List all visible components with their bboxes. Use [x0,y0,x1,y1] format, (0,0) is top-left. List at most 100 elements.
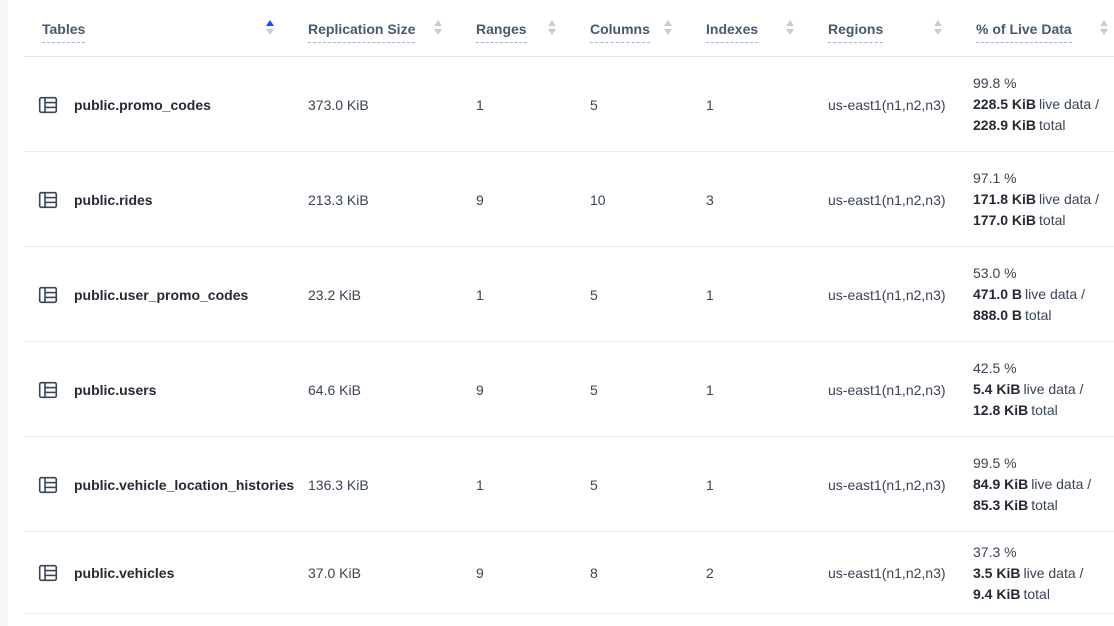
columns-cell: 10 [590,191,606,208]
indexes-cell: 2 [706,565,714,581]
replication-size-cell: 213.3 KiB [308,191,369,208]
sort-icon-regions[interactable] [934,20,942,37]
sort-icon-ranges[interactable] [548,20,556,37]
table-row: public.vehicle_location_histories 136.3 … [8,437,1114,532]
indexes-cell: 1 [706,476,714,493]
columns-cell: 5 [590,381,598,398]
column-header-ranges[interactable]: Ranges [448,0,562,57]
total-data-size: 12.8 KiB total [973,402,1058,418]
table-name-cell: public.vehicle_location_histories [8,475,294,495]
column-header-regions[interactable]: Regions [800,0,948,57]
column-header-tables[interactable]: Tables [8,0,280,57]
column-header-ranges-label[interactable]: Ranges [476,21,527,43]
indexes-cell: 1 [706,286,714,303]
columns-cell: 5 [590,286,598,303]
regions-cell: us-east1(n1,n2,n3) [828,565,946,581]
sort-asc-icon [548,20,556,26]
sort-asc-icon [266,20,274,26]
live-data-size: 3.5 KiB live data / [973,564,1084,581]
live-data-percent: 99.8 % [973,75,1017,91]
table-row: public.vehicles 37.0 KiB 9 8 2 us-east1(… [8,532,1114,614]
ranges-cell: 9 [476,565,484,581]
live-data-size: 228.5 KiB live data / [973,96,1099,112]
live-data-cell: 37.3 % 3.5 KiB live data / 9.4 KiB total [948,542,1114,605]
live-data-size: 171.8 KiB live data / [973,191,1099,207]
column-header-indexes[interactable]: Indexes [678,0,800,57]
column-header-indexes-label[interactable]: Indexes [706,21,759,43]
sort-icon-live-data[interactable] [1100,20,1108,37]
live-data-cell: 42.5 % 5.4 KiB live data / 12.8 KiB total [948,358,1114,421]
column-header-live-data-label[interactable]: % of Live Data [976,21,1072,43]
tables-list-card: Tables Replication Size Ranges Columns [8,0,1114,626]
sort-asc-icon [1100,20,1108,26]
table-name-link[interactable]: public.user_promo_codes [74,286,249,303]
sort-icon-indexes[interactable] [786,20,794,37]
replication-size-cell: 37.0 KiB [308,565,361,581]
regions-cell: us-east1(n1,n2,n3) [828,381,946,398]
column-header-tables-label[interactable]: Tables [42,21,86,43]
regions-cell: us-east1(n1,n2,n3) [828,286,946,303]
sort-icon-tables[interactable] [266,20,274,37]
ranges-cell: 9 [476,191,484,208]
sort-desc-icon [934,29,942,35]
table-name-cell: public.vehicles [8,563,280,583]
sort-asc-icon [664,20,672,26]
column-header-live-data[interactable]: % of Live Data [948,0,1114,57]
columns-cell: 8 [590,565,598,581]
table-row: public.users 64.6 KiB 9 5 1 us-east1(n1,… [8,342,1114,437]
live-data-cell: 99.5 % 84.9 KiB live data / 85.3 KiB total [948,453,1114,516]
sort-asc-icon [786,20,794,26]
table-name-link[interactable]: public.vehicles [74,565,175,581]
sort-asc-icon [934,20,942,26]
table-name-link[interactable]: public.rides [74,191,153,208]
columns-cell: 5 [590,96,598,113]
live-data-cell: 99.8 % 228.5 KiB live data / 228.9 KiB tot… [948,73,1114,136]
column-header-replication-size-label[interactable]: Replication Size [308,21,416,43]
column-header-regions-label[interactable]: Regions [828,21,884,43]
ranges-cell: 1 [476,476,484,493]
sort-desc-icon [266,29,274,35]
table-name-cell: public.rides [8,190,280,210]
regions-cell: us-east1(n1,n2,n3) [828,96,946,113]
table-name-link[interactable]: public.vehicle_location_histories [74,476,295,493]
columns-cell: 5 [590,476,598,493]
sort-desc-icon [786,29,794,35]
table-name-link[interactable]: public.promo_codes [74,96,211,113]
indexes-cell: 1 [706,381,714,398]
replication-size-cell: 64.6 KiB [308,381,361,398]
live-data-size: 84.9 KiB live data / [973,476,1092,492]
replication-size-cell: 373.0 KiB [308,96,369,113]
live-data-percent: 42.5 % [973,360,1017,376]
table-name-cell: public.users [8,380,280,400]
column-header-replication-size[interactable]: Replication Size [280,0,448,57]
indexes-cell: 1 [706,96,714,113]
table-row: public.user_promo_codes 23.2 KiB 1 5 1 u… [8,247,1114,342]
ranges-cell: 1 [476,286,484,303]
regions-cell: us-east1(n1,n2,n3) [828,191,946,208]
sort-desc-icon [548,29,556,35]
live-data-percent: 53.0 % [973,265,1017,281]
table-icon [38,476,58,493]
table-row: public.promo_codes 373.0 KiB 1 5 1 us-ea… [8,57,1114,152]
regions-cell: us-east1(n1,n2,n3) [828,476,946,493]
total-data-size: 228.9 KiB total [973,117,1066,133]
total-data-size: 85.3 KiB total [973,497,1058,513]
replication-size-cell: 136.3 KiB [308,476,369,493]
column-header-columns-label[interactable]: Columns [590,21,650,43]
table-header-row: Tables Replication Size Ranges Columns [8,0,1114,57]
table-icon [38,191,58,208]
total-data-size: 9.4 KiB total [973,585,1050,602]
ranges-cell: 1 [476,96,484,113]
sort-icon-columns[interactable] [664,20,672,37]
table-body: public.promo_codes 373.0 KiB 1 5 1 us-ea… [8,57,1114,614]
sort-desc-icon [664,29,672,35]
sort-icon-replication-size[interactable] [434,20,442,37]
ranges-cell: 9 [476,381,484,398]
table-name-link[interactable]: public.users [74,381,157,398]
live-data-cell: 97.1 % 171.8 KiB live data / 177.0 KiB tot… [948,168,1114,231]
sort-asc-icon [434,20,442,26]
column-header-columns[interactable]: Columns [562,0,678,57]
